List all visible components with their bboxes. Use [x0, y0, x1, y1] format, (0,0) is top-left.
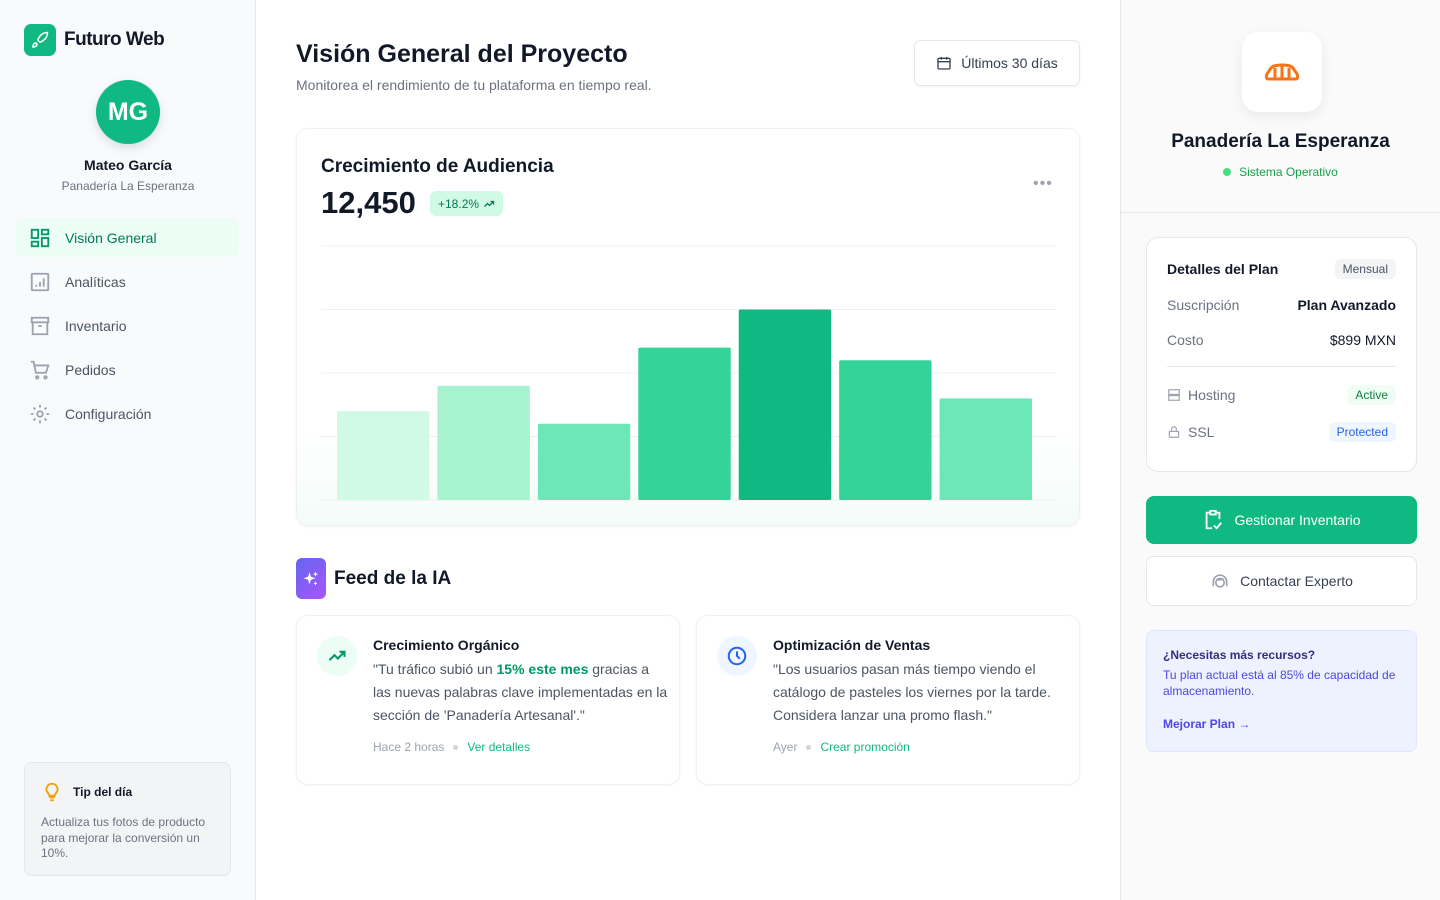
date-range-label: Últimos 30 días [961, 55, 1058, 71]
sidebar-item-inventario[interactable]: Inventario [16, 306, 239, 345]
chart-icon [30, 272, 50, 291]
plan-title: Detalles del Plan [1167, 261, 1279, 277]
sidebar-item-pedidos[interactable]: Pedidos [16, 350, 239, 389]
audience-bar-chart [321, 245, 1056, 501]
bar[interactable] [337, 411, 430, 500]
text-part: gracias a las nuevas palabras clave impl… [373, 661, 668, 723]
support-agent-icon [1212, 574, 1228, 588]
page-title: Visión General del Proyecto [296, 40, 628, 68]
bar[interactable] [638, 347, 731, 500]
sidebar-item-vision-general[interactable]: Visión General [16, 218, 239, 257]
user-name: Mateo García [84, 157, 172, 173]
archive-icon [30, 316, 50, 335]
change-value: +18.2% [438, 196, 480, 211]
tip-title: Tip del día [73, 785, 133, 799]
cost-value: $899 MXN [1329, 332, 1396, 348]
bar[interactable] [537, 423, 631, 500]
feed-card: Crecimiento Orgánico "Tu tráfico subió u… [296, 615, 680, 785]
button-label: Gestionar Inventario [1234, 512, 1361, 528]
view-details-link[interactable]: Ver detalles [467, 740, 531, 754]
rocket-icon [24, 24, 56, 56]
feed-card-title: Crecimiento Orgánico [373, 637, 520, 653]
dashboard-icon [30, 228, 50, 247]
contact-expert-button[interactable]: Contactar Experto [1146, 556, 1417, 606]
feed-header: Feed de la IA [296, 558, 451, 599]
clock-icon [717, 636, 757, 676]
text-part: "Tu tráfico subió un [373, 661, 497, 677]
bar[interactable] [839, 360, 932, 500]
audience-title: Crecimiento de Audiencia [321, 156, 554, 177]
bar[interactable] [738, 309, 832, 501]
audience-value: 12,450 [321, 185, 416, 220]
sidebar-nav: Visión General Analíticas Inventario Ped… [16, 218, 239, 438]
plan-details-card: Detalles del Plan Mensual Suscripción Plan… [1146, 237, 1417, 472]
resources-card: ¿Necesitas más recursos? Tu plan actual … [1146, 630, 1417, 752]
manage-inventory-button[interactable]: Gestionar Inventario [1146, 496, 1417, 544]
resources-title: ¿Necesitas más recursos? [1163, 648, 1316, 662]
hosting-label: Hosting [1188, 387, 1236, 403]
lightbulb-icon [45, 782, 59, 802]
app-logo[interactable]: Futuro Web [24, 24, 165, 56]
calendar-icon [937, 57, 951, 70]
text-highlight: 15% este mes [496, 661, 589, 677]
main-content: Visión General del Proyecto Monitorea el… [256, 0, 1120, 900]
sidebar: Futuro Web MG Mateo García Panadería La … [0, 0, 256, 900]
feed-card: Optimización de Ventas "Los usuarios pas… [696, 615, 1080, 785]
ssl-label: SSL [1188, 424, 1215, 440]
create-promo-link[interactable]: Crear promoción [820, 740, 910, 754]
hosting-status-badge: Active [1347, 385, 1396, 405]
sidebar-item-label: Configuración [65, 405, 152, 422]
feed-card-time: Hace 2 horas [373, 740, 445, 754]
trending-up-icon [317, 636, 357, 676]
resources-text: Tu plan actual está al 85% de capacidad … [1163, 668, 1396, 698]
croissant-icon [1242, 32, 1322, 112]
business-name: Panadería La Esperanza [1171, 131, 1390, 152]
feed-card-text: "Tu tráfico subió un 15% este mes gracia… [373, 658, 668, 727]
sparkles-icon [296, 558, 326, 599]
feed-card-text: "Los usuarios pasan más tiempo viendo el… [773, 661, 1051, 723]
more-options-icon[interactable]: ••• [1033, 175, 1053, 192]
date-range-button[interactable]: Últimos 30 días [914, 40, 1080, 86]
lock-icon [1168, 426, 1180, 438]
server-icon [1168, 389, 1180, 401]
tip-card: Tip del día Actualiza tus fotos de produ… [24, 762, 231, 876]
sidebar-item-configuracion[interactable]: Configuración [16, 394, 239, 433]
sidebar-item-label: Visión General [65, 229, 157, 246]
right-panel: Panadería La Esperanza Sistema Operativo… [1120, 0, 1440, 900]
avatar[interactable]: MG [96, 80, 160, 144]
system-status: Sistema Operativo [1121, 165, 1440, 179]
gear-icon [30, 404, 50, 423]
bar[interactable] [437, 385, 530, 500]
bar[interactable] [939, 398, 1032, 500]
sidebar-item-label: Pedidos [65, 361, 116, 378]
change-badge: +18.2% [430, 191, 504, 216]
subscription-value: Plan Avanzado [1297, 297, 1396, 313]
ssl-status-badge: Protected [1328, 422, 1396, 442]
audience-card: Crecimiento de Audiencia 12,450 +18.2% •… [296, 128, 1080, 526]
page-subtitle: Monitorea el rendimiento de tu plataform… [296, 77, 652, 93]
app-name: Futuro Web [64, 29, 165, 50]
tip-text: Actualiza tus fotos de producto para mej… [41, 815, 206, 860]
status-text: Sistema Operativo [1239, 165, 1338, 179]
subscription-label: Suscripción [1167, 297, 1240, 313]
user-business: Panadería La Esperanza [61, 179, 195, 193]
period-badge: Mensual [1334, 259, 1396, 279]
sidebar-item-label: Analíticas [65, 273, 126, 290]
clipboard-check-icon [1206, 509, 1223, 530]
trending-up-icon [484, 200, 495, 207]
sidebar-item-label: Inventario [65, 317, 127, 334]
sidebar-item-analiticas[interactable]: Analíticas [16, 262, 239, 301]
button-label: Contactar Experto [1240, 573, 1353, 589]
feed-card-time: Ayer [773, 740, 798, 754]
feed-title: Feed de la IA [334, 567, 452, 589]
cart-icon [30, 360, 50, 379]
feed-card-title: Optimización de Ventas [773, 637, 931, 653]
cost-label: Costo [1167, 332, 1204, 348]
upgrade-plan-link[interactable]: Mejorar Plan → [1163, 717, 1251, 731]
